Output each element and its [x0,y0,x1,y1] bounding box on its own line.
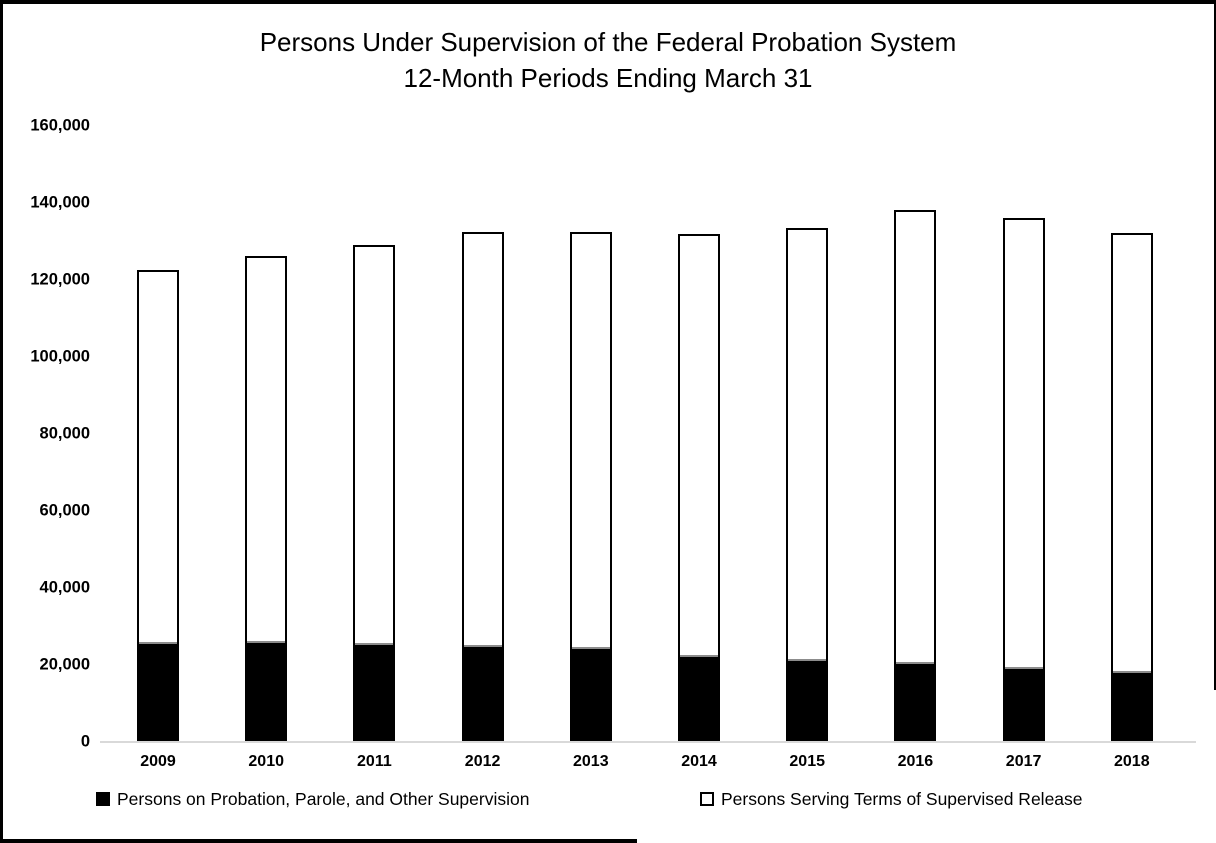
legend-item-supervised-release: Persons Serving Terms of Supervised Rele… [700,786,1083,812]
x-axis-tick-label-2012: 2012 [464,753,501,770]
y-axis-tick-label: 120,000 [30,270,90,289]
bar-2013 [569,231,612,742]
legend-swatch-white-icon [700,792,714,806]
bar-segment-probation-2015 [788,659,827,740]
y-axis-tick-label: 80,000 [39,424,90,443]
x-axis-tick-label-2010: 2010 [248,753,284,770]
chart-title-line-1: Persons Under Supervision of the Federal… [259,27,957,57]
y-axis-tick-label: 140,000 [30,193,90,212]
bar-2012 [461,231,504,742]
bar-segment-probation-2011 [355,642,394,740]
y-axis-tick-label: 160,000 [30,116,90,135]
window-border-right [1214,0,1216,690]
x-axis-line [100,741,1196,743]
y-axis-tick-label: 0 [80,732,90,751]
chart-legend: Persons on Probation, Parole, and Other … [0,786,1216,812]
x-axis-tick-label-2013: 2013 [573,753,609,770]
y-axis-tick-label: 20,000 [39,655,90,674]
bar-2011 [353,244,396,742]
x-axis-tick-label-2016: 2016 [897,753,934,770]
legend-item-probation: Persons on Probation, Parole, and Other … [96,786,529,812]
x-axis-tick-label-2009: 2009 [140,753,176,770]
bar-2010 [245,256,288,742]
bar-segment-probation-2014 [680,654,718,740]
x-axis-tick-label-2011: 2011 [357,753,392,770]
window-border-left [0,0,3,843]
bar-2017 [1002,218,1045,742]
bar-2009 [137,269,179,742]
bar-segment-probation-2009 [139,642,177,740]
window-border-top [0,0,1216,4]
chart-title-line-2: 12-Month Periods Ending March 31 [403,63,813,93]
bar-segment-probation-2018 [1112,671,1151,740]
y-axis-tick-label: 100,000 [30,347,90,366]
x-axis-tick-label-2015: 2015 [789,753,825,770]
bar-segment-probation-2017 [1004,666,1043,740]
legend-label-supervised-release: Persons Serving Terms of Supervised Rele… [721,788,1083,809]
y-axis-tick-label: 40,000 [39,578,90,597]
bar-segment-probation-2013 [571,646,610,740]
bar-2016 [894,209,937,742]
window-border-bottom [0,839,637,843]
bar-2018 [1110,233,1153,742]
y-axis-tick-label: 60,000 [39,501,90,520]
x-axis-tick-label-2018: 2018 [1114,753,1150,770]
bar-segment-probation-2016 [896,661,935,740]
bar-segment-probation-2010 [247,641,286,740]
legend-swatch-black-icon [96,792,110,806]
bar-segment-probation-2012 [463,644,502,740]
bar-2015 [786,228,829,742]
x-axis-tick-label-2014: 2014 [681,753,717,770]
legend-label-probation: Persons on Probation, Parole, and Other … [117,788,530,809]
bar-2014 [678,234,720,742]
chart-title: Persons Under Supervision of the Federal… [0,24,1216,96]
x-axis-tick-label-2017: 2017 [1005,753,1042,770]
